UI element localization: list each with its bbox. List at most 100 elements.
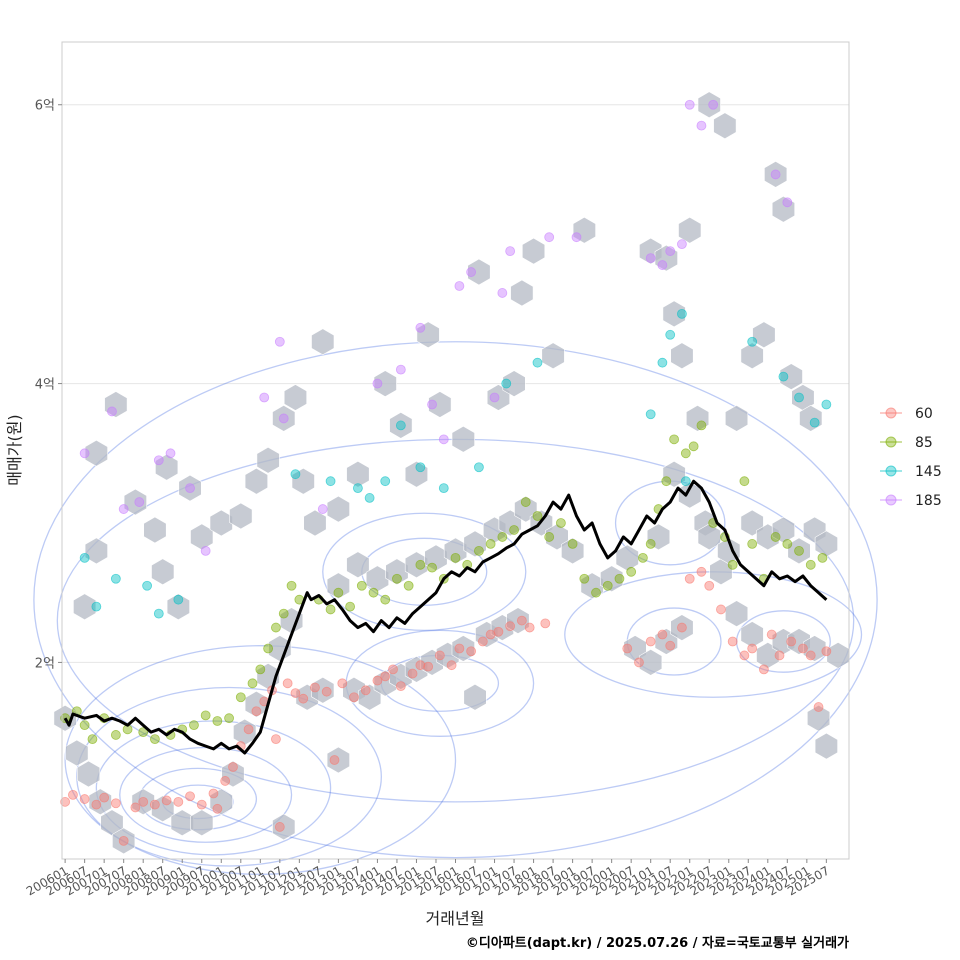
data-point-145 (794, 392, 804, 403)
hexbin-cell (713, 112, 737, 140)
data-point-60 (739, 650, 750, 661)
hexbin-cell (467, 258, 491, 286)
hexbin-cell (506, 607, 530, 634)
data-point-145 (110, 573, 121, 584)
data-point-60 (434, 650, 445, 661)
data-point-60 (60, 796, 71, 807)
data-point-85 (474, 545, 484, 556)
legend-label: 85 (915, 435, 933, 451)
data-point-85 (110, 730, 121, 740)
data-point-60 (208, 788, 219, 799)
data-point-85 (356, 580, 367, 591)
hexbin-cell (229, 502, 253, 530)
hexbin-cell (100, 809, 124, 837)
x-axis-title: 거래년월 (426, 909, 485, 928)
data-point-60 (274, 822, 285, 832)
hexbin-cell (646, 523, 671, 551)
data-point-145 (532, 357, 543, 368)
data-point-60 (645, 636, 656, 647)
data-point-85 (200, 710, 211, 721)
chart-caption: ©디아파트(dapt.kr) / 2025.07.26 / 자료=국토교통부 실… (466, 935, 849, 951)
hexbin-cell (697, 523, 721, 551)
data-point-85 (79, 720, 90, 731)
data-point-60 (493, 626, 504, 637)
data-point-185 (438, 434, 449, 445)
hexbin-cell (73, 593, 97, 621)
data-point-185 (317, 504, 328, 514)
hexbin-cell (639, 649, 663, 676)
data-point-85 (278, 608, 289, 619)
hexbin-cell (451, 425, 475, 453)
data-point-145 (395, 420, 406, 431)
hexbin-cell (764, 161, 788, 188)
data-point-185 (466, 267, 477, 277)
hexbin-cell (244, 467, 269, 495)
data-point-85 (805, 559, 816, 570)
data-point-60 (540, 618, 551, 629)
data-point-145 (79, 552, 90, 563)
legend: 60 85 145 185 (880, 406, 942, 509)
data-point-60 (220, 776, 231, 786)
legend-key-point (885, 436, 897, 448)
hexbin-cell (740, 342, 764, 370)
hexbin-cell (799, 405, 823, 432)
data-point-185 (259, 392, 270, 403)
hexbin-cell (724, 600, 749, 627)
hexbin-cell (104, 391, 128, 418)
data-point-60 (310, 682, 320, 693)
data-point-60 (684, 573, 695, 584)
data-point-85 (235, 692, 246, 703)
hexbin-cell (283, 384, 308, 411)
hexbin-cell (572, 216, 596, 244)
hexbin-cell (303, 509, 327, 537)
data-point-85 (403, 580, 414, 591)
data-point-60 (243, 724, 254, 735)
data-point-85 (688, 441, 699, 452)
data-point-60 (360, 685, 371, 696)
data-point-85 (645, 539, 656, 549)
data-point-85 (556, 518, 566, 528)
data-point-60 (524, 622, 535, 633)
data-point-60 (766, 629, 777, 640)
legend-label: 185 (915, 493, 942, 509)
hexbin-cell (272, 813, 296, 841)
data-point-60 (380, 671, 391, 682)
data-point-60 (696, 566, 707, 577)
data-point-85 (415, 559, 426, 570)
data-point-85 (380, 594, 391, 605)
hexbin-cell (389, 412, 413, 439)
data-point-60 (185, 791, 195, 802)
data-point-60 (813, 702, 824, 712)
legend-key-point (885, 494, 897, 506)
data-point-85 (368, 587, 379, 598)
hexbin-cell (416, 321, 440, 349)
hexbin-cell (256, 446, 280, 474)
data-point-85 (224, 713, 234, 724)
hexbin-cell (561, 537, 585, 565)
hexbin-cell (112, 827, 136, 855)
data-point-145 (91, 601, 102, 612)
data-point-85 (544, 532, 555, 542)
data-point-185 (684, 99, 695, 110)
data-point-60 (298, 693, 309, 704)
hexbin-cell (787, 537, 811, 565)
data-point-60 (161, 795, 172, 806)
hexbin-cell (724, 405, 749, 432)
hexbin-cell (65, 739, 89, 767)
hexbin-cell (84, 439, 108, 467)
density-contour (322, 512, 527, 632)
data-point-60 (388, 664, 398, 675)
hexbin-cell (326, 572, 350, 600)
data-point-145 (364, 493, 375, 503)
data-point-185 (497, 288, 508, 298)
data-point-185 (696, 120, 707, 131)
data-point-185 (79, 448, 90, 459)
data-point-85 (637, 552, 648, 563)
legend-label: 145 (915, 464, 942, 480)
hexbin-cell (502, 370, 526, 397)
data-point-185 (165, 448, 176, 459)
data-point-60 (79, 794, 90, 804)
y-axis-title: 매매가(원) (5, 414, 24, 485)
hexbin-cell (178, 474, 202, 502)
density-contour (735, 610, 831, 673)
